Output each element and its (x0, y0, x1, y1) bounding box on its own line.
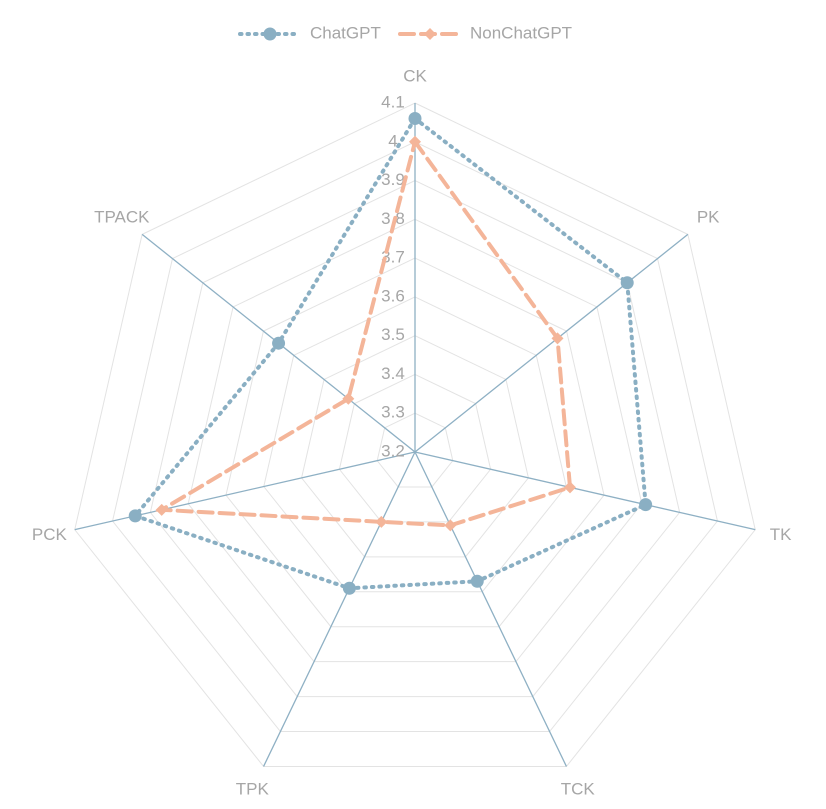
axis-label: TK (770, 525, 792, 544)
data-point (444, 519, 457, 532)
data-point (551, 332, 564, 345)
data-point (408, 112, 422, 126)
data-point (620, 276, 634, 290)
grid-ring (149, 180, 681, 698)
axis-label: PCK (32, 525, 68, 544)
legend-label: ChatGPT (310, 23, 381, 42)
axis-spoke (262, 451, 416, 767)
r-tick-label: 3.5 (381, 325, 405, 344)
grid-ring (187, 218, 643, 663)
series-line (155, 137, 573, 528)
legend-marker (263, 27, 277, 41)
data-point (342, 581, 356, 595)
data-point (409, 135, 421, 148)
grid-ring (301, 335, 529, 558)
grid-ring (74, 102, 756, 767)
axis-spoke (414, 451, 756, 531)
data-point (564, 481, 577, 494)
legend-marker (424, 28, 436, 40)
r-tick-label: 3.6 (381, 286, 405, 305)
data-point (272, 336, 286, 350)
axis-spoke (414, 451, 568, 767)
axis-label: PK (697, 208, 720, 227)
r-tick-label: 3.2 (381, 441, 405, 460)
data-point (470, 574, 484, 588)
data-point (128, 509, 142, 523)
axis-label: TPK (236, 779, 270, 798)
grid-ring (225, 257, 605, 628)
axis-label: TPACK (94, 208, 150, 227)
axis-spoke (414, 233, 689, 453)
axis-label: TCK (561, 779, 596, 798)
legend-label: NonChatGPT (470, 23, 572, 42)
r-tick-label: 4 (388, 131, 397, 150)
grid-ring (263, 296, 567, 593)
data-point (375, 515, 388, 528)
r-tick-label: 3.9 (381, 170, 405, 189)
r-tick-label: 3.8 (381, 209, 405, 228)
r-tick-label: 3.3 (381, 403, 405, 422)
data-point (155, 503, 168, 516)
r-tick-label: 3.4 (381, 364, 405, 383)
grid-ring (376, 412, 454, 488)
series-line (131, 115, 648, 591)
axis-label: CK (403, 66, 427, 85)
r-tick-label: 4.1 (381, 92, 405, 111)
grid-ring (112, 141, 718, 733)
data-point (639, 498, 653, 512)
data-point (342, 392, 355, 405)
